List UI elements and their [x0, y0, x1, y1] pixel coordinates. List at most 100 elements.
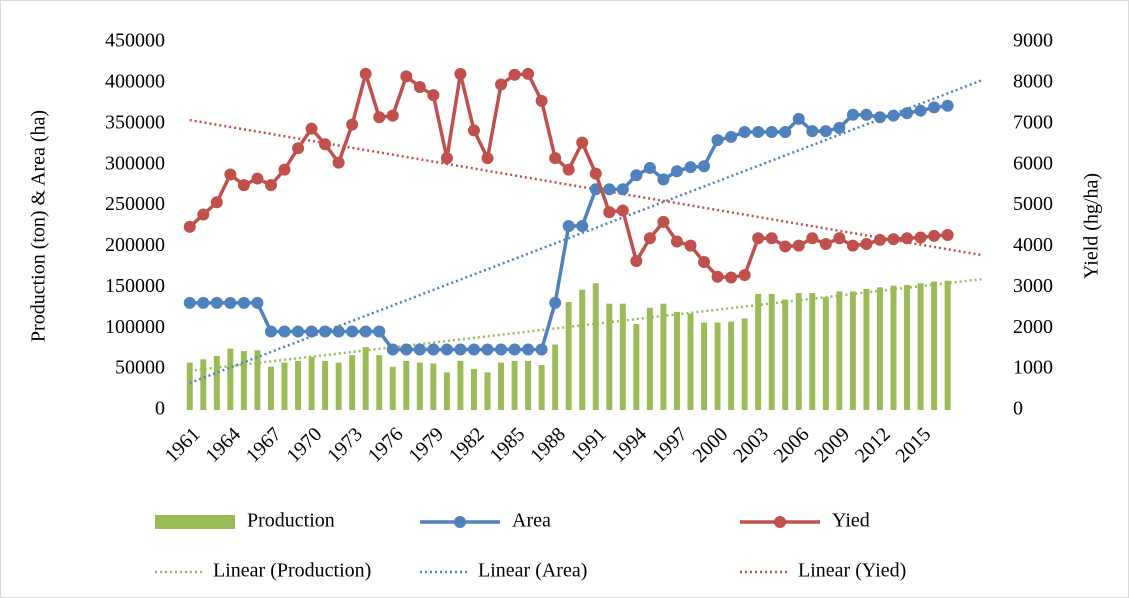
marker: [684, 239, 697, 252]
bar: [768, 293, 775, 410]
marker: [562, 220, 575, 232]
y2-tick-label: 5000: [1013, 193, 1053, 215]
marker: [643, 232, 656, 245]
bar: [376, 355, 383, 410]
marker: [251, 172, 264, 185]
y-tick-label: 0: [155, 398, 165, 420]
legend-label: Yied: [832, 510, 870, 532]
bar: [755, 293, 762, 410]
y2-tick-label: 3000: [1013, 275, 1053, 297]
y2-tick-label: 8000: [1013, 70, 1053, 92]
marker: [711, 134, 724, 147]
y-tick-label: 450000: [105, 30, 165, 52]
marker: [508, 343, 521, 356]
bar: [822, 297, 829, 410]
marker: [901, 232, 914, 245]
bar: [809, 293, 816, 410]
marker: [535, 94, 548, 107]
marker: [941, 228, 954, 241]
bar: [240, 351, 247, 410]
y-tick-label: 400000: [105, 70, 165, 92]
marker: [603, 183, 616, 196]
y-tick-label: 250000: [105, 193, 165, 215]
marker: [305, 122, 318, 135]
bar: [186, 362, 193, 410]
marker: [806, 232, 819, 245]
marker: [765, 125, 778, 138]
marker: [846, 239, 859, 252]
marker: [873, 111, 886, 124]
marker: [657, 173, 670, 186]
bar: [836, 291, 843, 410]
marker: [630, 255, 643, 268]
marker: [346, 325, 359, 338]
marker: [278, 163, 291, 176]
marker: [860, 237, 873, 250]
bar: [917, 283, 924, 410]
y2-tick-label: 7000: [1013, 111, 1053, 133]
legend-swatch: [454, 516, 466, 528]
marker: [400, 343, 413, 356]
bar: [701, 322, 708, 410]
marker: [711, 270, 724, 283]
marker: [210, 196, 223, 209]
marker: [440, 343, 453, 356]
marker: [332, 156, 345, 169]
bar: [498, 362, 505, 410]
legend-label: Linear (Area): [478, 560, 587, 582]
marker: [941, 99, 954, 112]
marker: [454, 67, 467, 80]
bar: [633, 324, 640, 410]
marker: [183, 296, 196, 309]
bar: [579, 289, 586, 410]
bar: [673, 311, 680, 410]
legend-label: Production: [247, 510, 335, 532]
bar: [660, 303, 667, 410]
marker: [643, 161, 656, 174]
marker: [427, 89, 440, 102]
bar: [213, 356, 220, 410]
marker: [373, 111, 386, 124]
bar: [538, 365, 545, 410]
y2-tick-label: 1000: [1013, 357, 1053, 379]
bar: [254, 350, 261, 410]
bar: [416, 362, 423, 410]
y-axis-label: Production (ton) & Area (ha): [28, 110, 50, 342]
marker: [725, 130, 738, 143]
marker: [779, 125, 792, 138]
marker: [887, 233, 900, 246]
bar: [335, 362, 342, 410]
bar: [281, 362, 288, 410]
bar: [511, 360, 518, 410]
marker: [576, 220, 589, 232]
bar: [904, 284, 911, 410]
bar: [741, 318, 748, 410]
bar: [687, 313, 694, 410]
marker: [251, 296, 264, 309]
y2-tick-label: 2000: [1013, 316, 1053, 338]
marker: [346, 118, 359, 131]
y2-tick-label: 6000: [1013, 152, 1053, 174]
marker: [319, 325, 332, 338]
legend-label: Linear (Production): [213, 560, 371, 582]
marker: [495, 78, 508, 91]
bar: [322, 360, 329, 410]
marker: [576, 136, 589, 149]
marker: [914, 231, 927, 244]
bar: [619, 303, 626, 410]
marker: [224, 168, 237, 181]
marker: [495, 343, 508, 356]
marker: [670, 235, 683, 248]
marker: [684, 161, 697, 174]
bar: [890, 285, 897, 410]
marker: [779, 240, 792, 253]
y2-tick-label: 0: [1013, 398, 1023, 420]
bar: [876, 287, 883, 410]
marker: [264, 325, 277, 338]
marker: [467, 124, 480, 137]
marker: [400, 70, 413, 83]
marker: [616, 183, 629, 196]
y-tick-label: 50000: [115, 357, 165, 379]
bar: [308, 356, 315, 410]
